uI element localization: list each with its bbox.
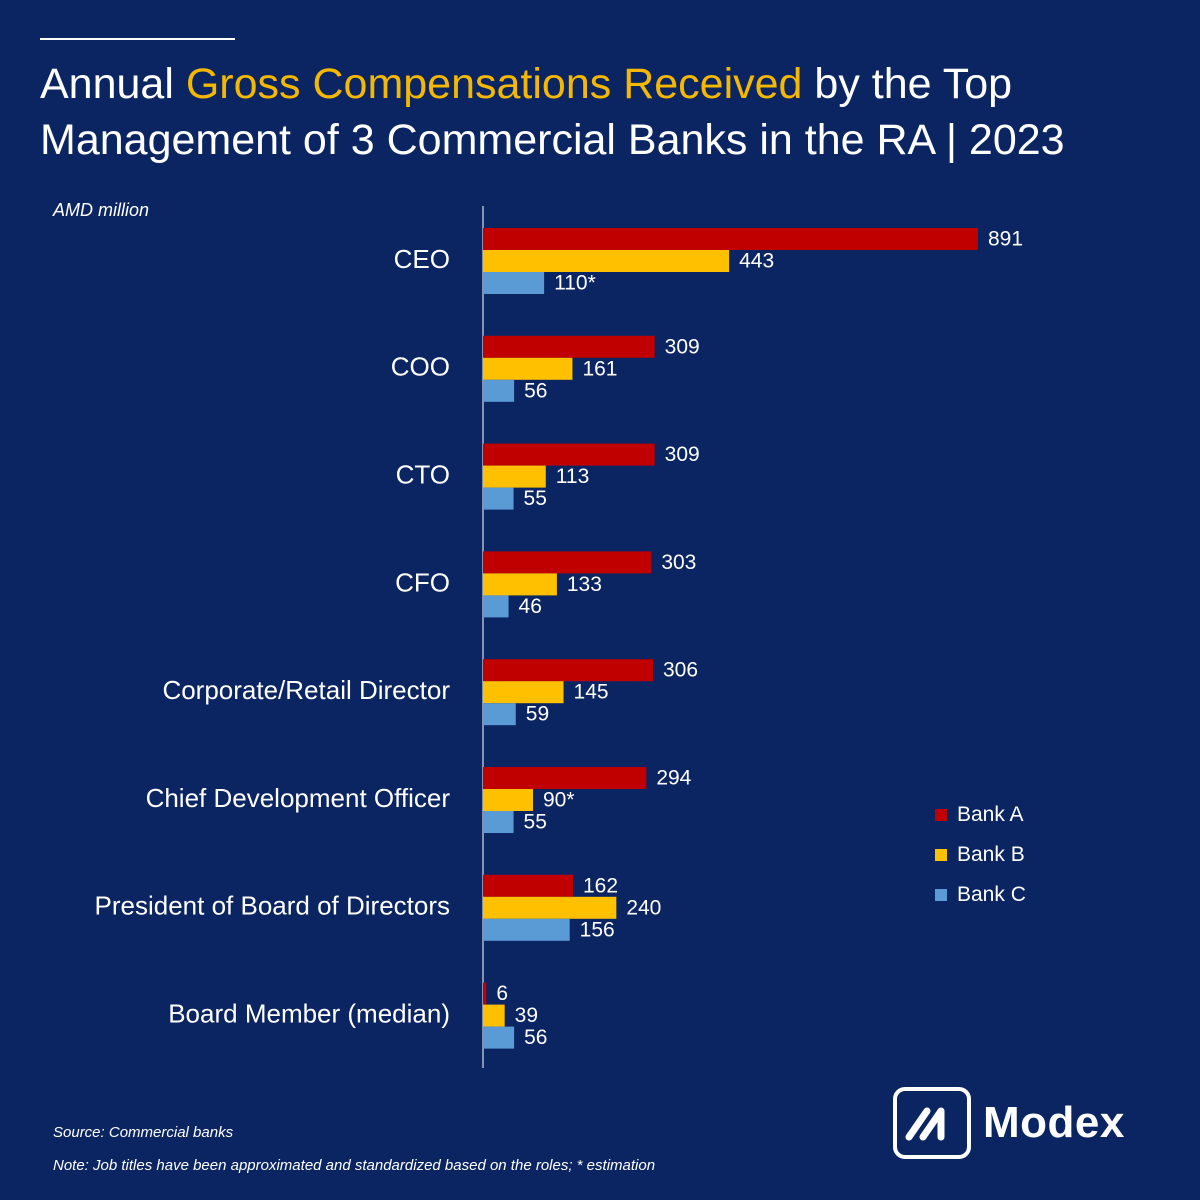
bar-bank-a <box>483 767 647 789</box>
data-label: 891 <box>988 228 1023 251</box>
unit-label: AMD million <box>53 200 150 220</box>
bar-bank-a <box>483 874 573 897</box>
chart-title: Annual Gross Compensations Received by t… <box>40 56 1180 168</box>
bar-bank-a <box>483 659 653 682</box>
legend: Bank A Bank B Bank C <box>935 795 1026 915</box>
modex-logo-text: Modex <box>983 1098 1125 1147</box>
data-label: 110* <box>554 272 596 295</box>
bar-bank-b <box>483 681 564 704</box>
data-label: 59 <box>526 703 549 726</box>
legend-item-bank-b: Bank B <box>935 835 1026 875</box>
category-label: CFO <box>395 567 450 597</box>
bar-bank-a <box>483 982 487 1005</box>
bar-bank-b <box>483 250 730 272</box>
legend-label-bank-a: Bank A <box>957 803 1024 826</box>
bar-bank-c <box>483 811 514 833</box>
data-label: 443 <box>739 250 774 273</box>
bar-bank-c <box>483 703 516 726</box>
category-label: COO <box>391 352 450 382</box>
data-label: 294 <box>656 767 691 790</box>
bar-bank-c <box>483 379 515 402</box>
data-label: 6 <box>496 982 508 1005</box>
source-note: Source: Commercial banks <box>53 1124 234 1141</box>
data-label: 306 <box>663 659 698 682</box>
bar-bank-b <box>483 1004 505 1027</box>
bar-bank-a <box>483 443 655 466</box>
data-label: 55 <box>524 487 547 510</box>
category-label: CEO <box>394 244 450 274</box>
modex-logo-mark-icon <box>893 1087 971 1159</box>
category-label: Board Member (median) <box>168 998 450 1028</box>
bar-bank-b <box>483 789 533 811</box>
legend-item-bank-a: Bank A <box>935 795 1026 835</box>
data-label: 309 <box>665 335 700 358</box>
bar-bank-b <box>483 896 617 919</box>
bar-bank-b <box>483 573 557 596</box>
bar-bank-b <box>483 465 546 488</box>
data-label: 240 <box>626 896 661 919</box>
legend-swatch-bank-a <box>935 809 947 821</box>
bar-chart: CEO 891 443 110* COO 309 161 56 CTO 309 113 55 CFO 30… <box>95 206 1023 1068</box>
title-part2: by the Top Management of 3 Commercial Ba… <box>40 60 1065 164</box>
category-label: Chief Development Officer <box>146 783 451 813</box>
data-label: 90* <box>543 789 575 812</box>
data-label: 161 <box>582 357 617 380</box>
legend-item-bank-c: Bank C <box>935 875 1026 915</box>
data-label: 309 <box>665 443 700 466</box>
bar-bank-c <box>483 918 570 941</box>
bar-bank-c <box>483 595 509 618</box>
bar-bank-a <box>483 335 655 358</box>
bar-bank-c <box>483 487 514 510</box>
category-label: President of Board of Directors <box>95 891 451 921</box>
data-label: 145 <box>574 681 609 704</box>
bar-bank-b <box>483 357 573 380</box>
bar-bank-a <box>483 551 652 574</box>
data-label: 39 <box>515 1004 538 1027</box>
data-label: 56 <box>524 379 547 402</box>
legend-swatch-bank-c <box>935 889 947 901</box>
legend-swatch-bank-b <box>935 849 947 861</box>
title-part1: Annual <box>40 60 186 108</box>
title-rule <box>40 38 235 40</box>
legend-label-bank-c: Bank C <box>957 883 1026 906</box>
data-label: 162 <box>583 874 618 897</box>
category-label: CTO <box>396 459 450 489</box>
data-label: 46 <box>519 595 542 618</box>
data-label: 56 <box>524 1026 547 1049</box>
data-label: 303 <box>661 551 696 574</box>
category-label: Corporate/Retail Director <box>162 675 450 705</box>
modex-logo: Modex <box>893 1087 1125 1159</box>
bar-bank-c <box>483 1026 515 1049</box>
data-label: 156 <box>580 918 615 941</box>
data-label: 113 <box>556 465 589 488</box>
data-label: 133 <box>567 573 602 596</box>
bar-bank-c <box>483 272 545 294</box>
bar-bank-a <box>483 228 978 250</box>
data-label: 55 <box>524 811 547 834</box>
legend-label-bank-b: Bank B <box>957 843 1025 866</box>
footnote: Note: Job titles have been approximated … <box>53 1157 656 1174</box>
title-highlight: Gross Compensations Received <box>185 60 803 108</box>
